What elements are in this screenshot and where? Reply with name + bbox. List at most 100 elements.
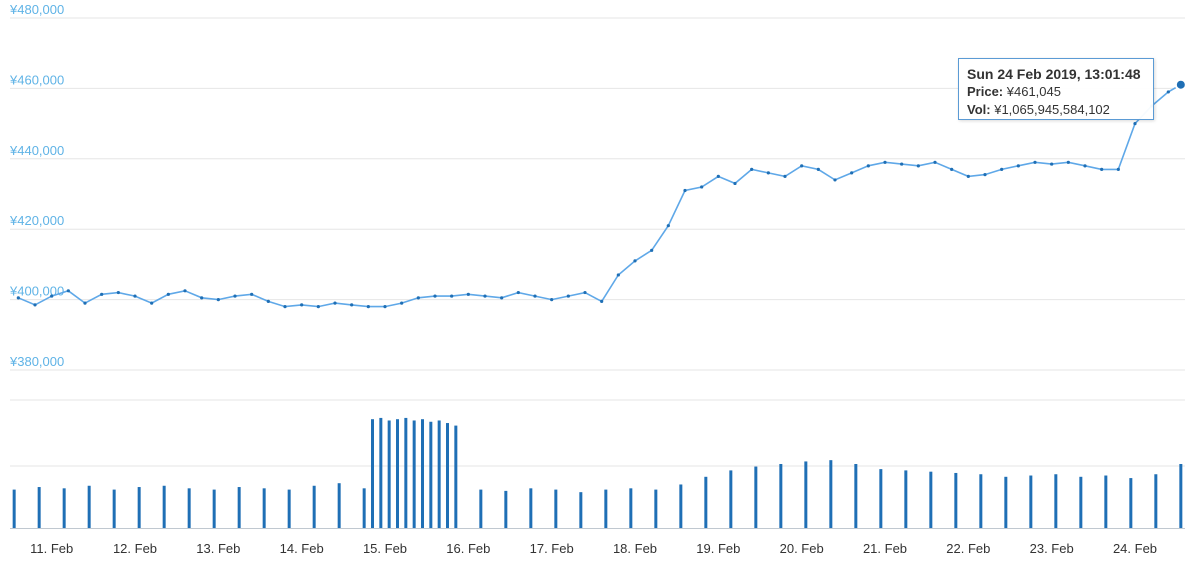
volume-bar bbox=[212, 489, 216, 528]
price-point bbox=[33, 303, 37, 307]
price-point bbox=[583, 290, 587, 295]
x-tick-label: 19. Feb bbox=[696, 541, 740, 556]
volume-bar bbox=[112, 489, 116, 528]
y-tick-label: ¥460,000 bbox=[9, 72, 64, 87]
volume-bar bbox=[929, 471, 933, 528]
x-tick-label: 11. Feb bbox=[30, 541, 73, 556]
volume-bar bbox=[1029, 475, 1033, 528]
y-tick-label: ¥440,000 bbox=[9, 143, 64, 158]
volume-bar bbox=[954, 472, 958, 528]
hover-point-marker[interactable] bbox=[1174, 78, 1187, 91]
volume-bar bbox=[1004, 476, 1008, 528]
price-point bbox=[866, 164, 870, 168]
volume-bar bbox=[904, 470, 908, 528]
price-point bbox=[633, 259, 637, 263]
price-point bbox=[16, 296, 20, 300]
tooltip-vol-label: Vol: bbox=[967, 102, 991, 117]
tooltip-price-value: ¥461,045 bbox=[1006, 84, 1061, 99]
volume-bar bbox=[387, 420, 391, 528]
volume-bar bbox=[754, 466, 758, 528]
price-point bbox=[266, 299, 270, 303]
x-tick-label: 22. Feb bbox=[946, 541, 990, 556]
price-point bbox=[500, 296, 504, 300]
volume-bar bbox=[287, 489, 291, 528]
volume-bar bbox=[1179, 464, 1183, 528]
volume-bar bbox=[729, 470, 733, 528]
price-point bbox=[666, 224, 670, 228]
volume-bar bbox=[554, 489, 558, 528]
price-point bbox=[383, 305, 387, 309]
volume-bar bbox=[437, 420, 441, 528]
price-point bbox=[800, 164, 804, 168]
volume-bar bbox=[529, 488, 533, 528]
volume-bar bbox=[187, 488, 191, 528]
volume-bar bbox=[704, 476, 708, 528]
y-tick-label: ¥400,000 bbox=[9, 284, 64, 299]
tooltip-vol-row: Vol: ¥1,065,945,584,102 bbox=[967, 101, 1153, 119]
x-tick-label: 17. Feb bbox=[530, 541, 574, 556]
volume-bar bbox=[679, 484, 683, 528]
volume-bar bbox=[579, 492, 583, 528]
y-tick-label: ¥480,000 bbox=[9, 2, 64, 17]
x-tick-label: 18. Feb bbox=[613, 541, 657, 556]
x-tick-label: 12. Feb bbox=[113, 541, 157, 556]
x-tick-label: 16. Feb bbox=[446, 541, 490, 556]
price-point bbox=[766, 171, 770, 175]
y-tick-label: ¥420,000 bbox=[9, 213, 64, 228]
price-point bbox=[566, 294, 570, 298]
price-point bbox=[983, 173, 987, 177]
volume-bar bbox=[804, 461, 808, 528]
price-point bbox=[550, 298, 554, 302]
price-point bbox=[916, 164, 920, 168]
volume-bar bbox=[362, 488, 366, 528]
volume-bar bbox=[237, 487, 241, 528]
volume-bar bbox=[396, 419, 399, 528]
volume-bar bbox=[629, 488, 633, 528]
date-x-axis: 11. Feb 12. Feb 13. Feb 14. Feb 15. Feb 16. F… bbox=[10, 528, 1185, 556]
volume-bar bbox=[604, 489, 608, 528]
volume-bar bbox=[829, 460, 833, 528]
volume-bar bbox=[429, 421, 433, 528]
volume-bar bbox=[504, 490, 508, 528]
price-point bbox=[50, 294, 54, 298]
volume-bar bbox=[1129, 478, 1133, 528]
volume-bar bbox=[87, 485, 91, 528]
price-point bbox=[133, 294, 137, 298]
price-point bbox=[1000, 167, 1004, 171]
price-point bbox=[733, 181, 737, 186]
price-point bbox=[433, 294, 437, 298]
volume-bar bbox=[262, 488, 266, 528]
price-point bbox=[216, 298, 220, 302]
tooltip-price-label: Price: bbox=[967, 84, 1004, 99]
volume-bar bbox=[412, 420, 416, 528]
volume-bar bbox=[404, 417, 408, 528]
price-point bbox=[1033, 160, 1037, 164]
price-point bbox=[66, 289, 70, 293]
x-tick-label: 23. Feb bbox=[1030, 541, 1074, 556]
x-tick-label: 15. Feb bbox=[363, 541, 407, 556]
price-point bbox=[83, 301, 87, 305]
x-tick-label: 20. Feb bbox=[780, 541, 824, 556]
price-point bbox=[116, 290, 120, 295]
volume-bar bbox=[421, 419, 424, 528]
price-point bbox=[816, 167, 820, 171]
price-point bbox=[283, 305, 287, 309]
price-point bbox=[600, 299, 604, 303]
volume-bar bbox=[479, 489, 483, 528]
x-tick-label: 14. Feb bbox=[280, 541, 324, 556]
price-point bbox=[166, 292, 170, 296]
price-point bbox=[783, 174, 787, 178]
price-point bbox=[483, 294, 487, 298]
volume-bar bbox=[1104, 475, 1108, 528]
x-tick-label: 13. Feb bbox=[196, 541, 240, 556]
price-point bbox=[1066, 160, 1070, 164]
volume-bar bbox=[879, 469, 883, 528]
price-point bbox=[350, 303, 354, 307]
price-point bbox=[183, 289, 187, 293]
volume-bar bbox=[654, 489, 658, 528]
volume-bar bbox=[1154, 474, 1158, 528]
volume-bar bbox=[62, 488, 66, 528]
tooltip-vol-value: ¥1,065,945,584,102 bbox=[994, 102, 1110, 117]
volume-bar bbox=[137, 487, 141, 528]
